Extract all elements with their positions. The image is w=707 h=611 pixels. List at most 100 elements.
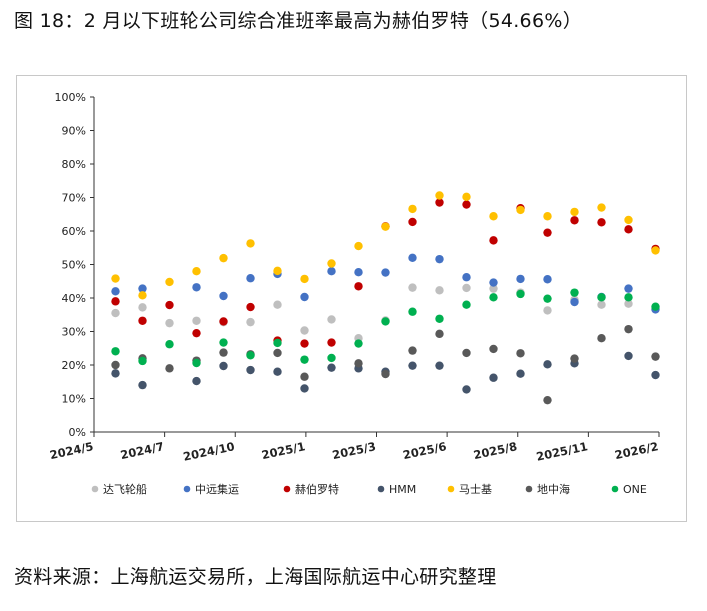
data-point — [192, 316, 201, 325]
data-point — [489, 284, 498, 293]
data-point — [408, 283, 417, 292]
data-point — [246, 317, 255, 327]
data-point — [138, 316, 147, 325]
data-point — [138, 303, 147, 312]
data-point — [219, 348, 228, 357]
x-tick-label: 2024/5 — [48, 439, 94, 462]
data-point — [165, 340, 174, 349]
data-point — [489, 293, 498, 302]
x-tick-label: 2024/7 — [119, 439, 165, 462]
data-point — [300, 355, 309, 364]
data-point — [300, 274, 309, 284]
data-point — [543, 212, 552, 221]
data-point — [489, 373, 498, 382]
data-point — [354, 339, 363, 348]
data-point — [651, 370, 660, 380]
data-point — [300, 292, 309, 302]
legend-label: ONE — [623, 483, 647, 496]
data-point — [327, 353, 336, 363]
data-point — [516, 205, 525, 215]
data-point — [624, 215, 633, 225]
y-tick-label: 80% — [62, 158, 86, 171]
data-point — [597, 300, 606, 309]
data-point — [543, 306, 552, 315]
data-point — [516, 289, 525, 299]
data-point — [273, 338, 282, 348]
data-point — [651, 302, 660, 311]
data-point — [624, 284, 633, 293]
y-tick-label: 30% — [62, 326, 86, 339]
data-point — [300, 384, 309, 393]
data-point — [624, 293, 633, 302]
data-point — [192, 267, 201, 276]
source-note: 资料来源：上海航运交易所，上海国际航运中心研究整理 — [14, 566, 497, 588]
legend-marker — [611, 485, 619, 493]
data-point — [327, 338, 336, 347]
data-point — [300, 339, 309, 348]
y-tick-label: 60% — [62, 225, 86, 238]
data-point — [381, 222, 390, 231]
data-point — [462, 192, 471, 202]
data-point — [435, 191, 444, 200]
data-point — [381, 317, 390, 326]
data-point — [489, 212, 498, 221]
data-point — [597, 218, 606, 227]
data-point — [111, 297, 120, 306]
data-point — [273, 300, 282, 309]
data-point — [111, 369, 120, 378]
data-point — [516, 274, 525, 284]
data-point — [570, 288, 579, 297]
x-tick-label: 2024/10 — [182, 439, 236, 464]
y-tick-label: 100% — [55, 91, 86, 104]
data-point — [651, 352, 660, 361]
data-point — [246, 365, 255, 375]
data-point — [246, 239, 255, 248]
data-point — [489, 344, 498, 354]
data-point — [570, 216, 579, 225]
y-tick-label: 70% — [62, 192, 86, 205]
data-point — [462, 300, 471, 309]
data-point — [408, 217, 417, 227]
data-point — [273, 367, 282, 376]
y-tick-label: 50% — [62, 259, 86, 272]
data-point — [327, 363, 336, 372]
legend-marker — [447, 485, 455, 493]
legend-label: 地中海 — [537, 482, 570, 496]
data-point — [597, 203, 606, 212]
data-point — [138, 380, 147, 390]
legend-label: 赫伯罗特 — [295, 482, 339, 496]
x-tick-label: 2026/2 — [613, 439, 659, 462]
data-point — [219, 317, 228, 326]
chart-svg: 0% 10% 20% 30% 40% 50% 60% 70% 80% 90% 100% 2024/5 2… — [48, 91, 660, 496]
data-point — [408, 204, 417, 214]
x-tick-label: 2025/11 — [535, 439, 589, 464]
data-point — [651, 246, 660, 255]
legend-marker — [377, 485, 385, 493]
legend-label: 中远集运 — [195, 482, 239, 496]
legend-label: 达飞轮船 — [103, 482, 147, 496]
data-point — [570, 207, 579, 217]
data-point — [435, 254, 444, 264]
data-point — [570, 354, 579, 363]
legend-marker — [283, 485, 291, 493]
legend-marker — [525, 485, 533, 493]
data-point — [138, 291, 147, 300]
data-point — [516, 369, 525, 378]
data-point — [597, 293, 606, 302]
data-point — [408, 361, 417, 370]
data-point — [462, 200, 471, 209]
data-point — [381, 369, 390, 379]
data-point — [219, 338, 228, 347]
data-point — [489, 236, 498, 245]
data-point — [543, 275, 552, 284]
y-tick-label: 90% — [62, 125, 86, 138]
data-point — [624, 351, 633, 361]
data-point — [111, 347, 120, 356]
legend-marker — [183, 485, 191, 493]
data-point — [192, 283, 201, 292]
data-point — [219, 253, 228, 263]
data-point — [570, 297, 579, 307]
data-point — [624, 299, 633, 308]
data-point — [300, 326, 309, 335]
data-point — [408, 346, 417, 355]
